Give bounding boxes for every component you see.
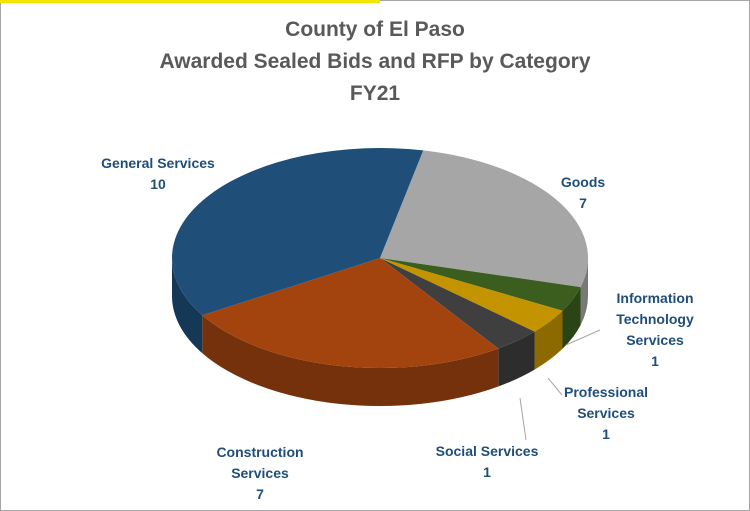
slice-side [580,258,588,326]
value-label: 10 [150,176,166,192]
slice-side [562,287,581,349]
data-label: Information Technology Services 1 [600,288,710,372]
data-label: General Services 10 [78,153,238,195]
category-label: Construction Services [216,444,304,481]
slice-side [534,310,563,370]
leader-line [547,377,563,396]
leader-line [565,329,601,346]
slice-side [498,331,535,387]
category-label: General Services [101,155,215,171]
slice [380,258,581,311]
selection-highlight [0,0,380,3]
slice [380,150,589,288]
data-label: Goods 7 [543,172,623,214]
category-label: Information Technology Services [616,290,694,348]
slice [172,148,424,316]
slice [380,258,563,332]
slice [202,258,499,368]
chart-title: County of El Paso [285,18,465,41]
chart-title: FY21 [349,82,401,105]
value-label: 1 [651,353,659,369]
value-label: 7 [579,195,587,211]
category-label: Goods [560,174,606,190]
data-label: Social Services 1 [417,441,557,483]
data-label: Construction Services 7 [205,442,315,505]
leader-line [519,397,527,441]
value-label: 1 [602,426,610,442]
value-label: 7 [256,486,264,502]
slice-side [202,315,499,407]
slice [380,258,535,349]
slice-side [172,258,203,354]
data-label: Professional Services 1 [551,382,661,445]
chart-title: Awarded Sealed Bids and RFP by Category [159,50,591,73]
category-label: Social Services [435,443,539,459]
category-label: Professional Services [563,384,649,421]
value-label: 1 [483,464,491,480]
